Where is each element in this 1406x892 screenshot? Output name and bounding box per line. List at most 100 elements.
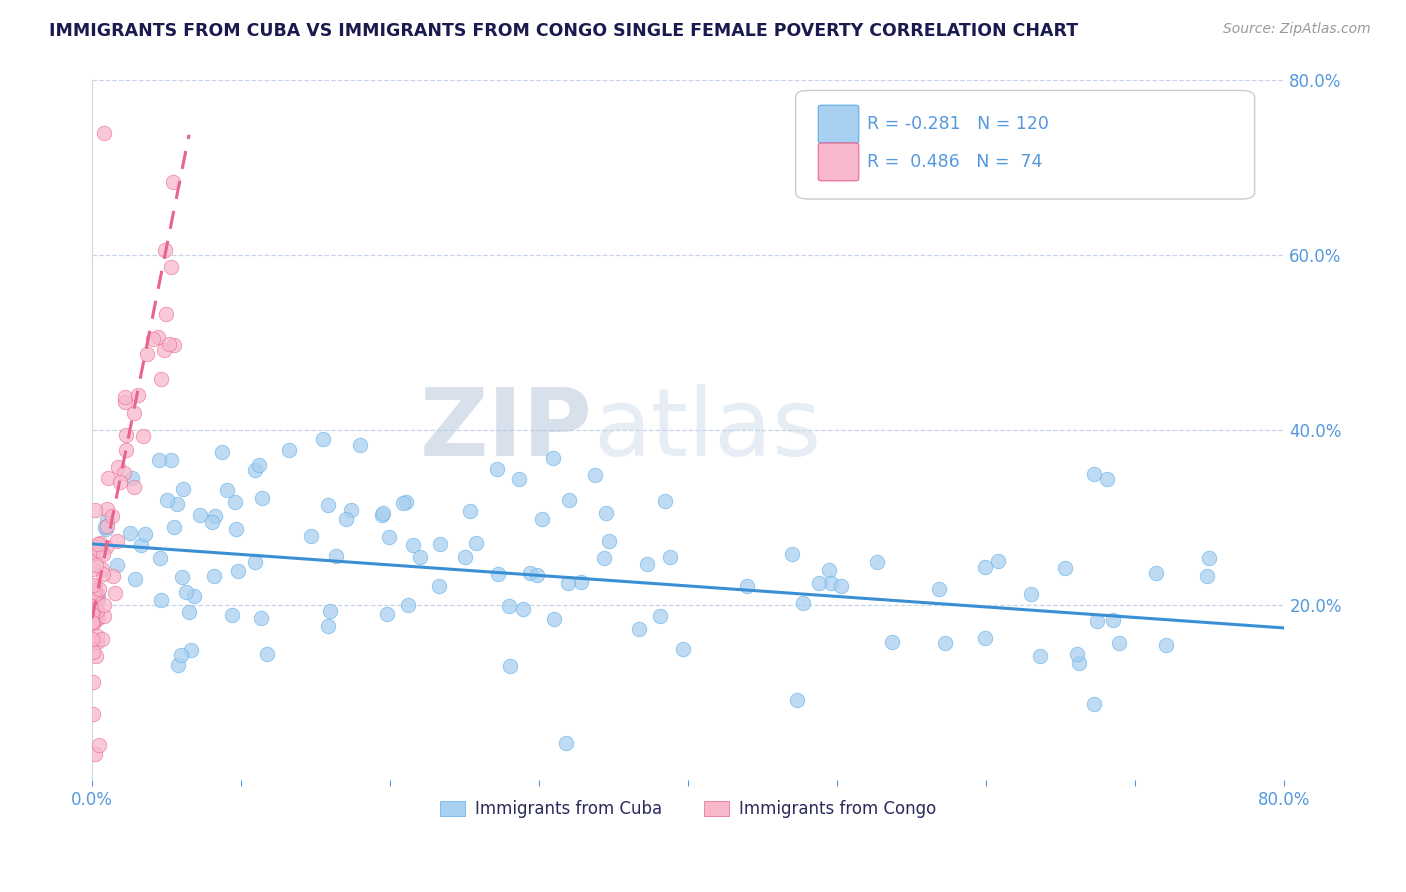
Text: Source: ZipAtlas.com: Source: ZipAtlas.com [1223, 22, 1371, 37]
Point [188, 508, 211, 523]
Point [129, 538, 152, 552]
Point [87, 537, 110, 551]
Point [121, 471, 143, 485]
Point [243, 555, 266, 569]
Point [460, 504, 482, 518]
Point [82, 615, 104, 630]
Point [172, 570, 194, 584]
Point [82, 632, 104, 647]
Point [598, 533, 620, 548]
Point [124, 572, 146, 586]
Text: R = -0.281   N = 120: R = -0.281 N = 120 [868, 115, 1049, 133]
Point [659, 550, 682, 565]
Point [558, 492, 581, 507]
Point [1095, 472, 1118, 486]
Point [183, 589, 205, 603]
Point [82, 674, 104, 689]
Point [87, 543, 110, 558]
Point [1083, 697, 1105, 711]
Point [498, 659, 520, 673]
Point [628, 622, 651, 636]
Point [128, 388, 150, 402]
Point [1154, 638, 1177, 652]
Point [155, 307, 177, 321]
Point [84, 582, 107, 597]
Point [409, 549, 432, 564]
Point [226, 564, 249, 578]
Point [96, 513, 118, 527]
Point [159, 260, 181, 274]
Point [224, 495, 246, 509]
Point [82, 562, 104, 576]
Point [595, 506, 617, 520]
Point [89, 536, 111, 550]
Point [247, 458, 270, 472]
Point [172, 482, 194, 496]
Point [87, 610, 110, 624]
Point [105, 558, 128, 572]
Point [82, 584, 104, 599]
Point [221, 608, 243, 623]
Point [882, 634, 904, 648]
Point [202, 569, 225, 583]
Point [512, 602, 534, 616]
Point [592, 550, 614, 565]
Point [87, 543, 110, 558]
Point [84, 547, 107, 561]
Point [429, 536, 451, 550]
Point [135, 346, 157, 360]
Point [179, 605, 201, 619]
Point [215, 483, 238, 498]
Point [118, 525, 141, 540]
Point [1085, 614, 1108, 628]
Point [101, 508, 124, 523]
Point [93, 126, 115, 140]
Point [204, 509, 226, 524]
Point [107, 459, 129, 474]
Point [94, 540, 117, 554]
Point [987, 554, 1010, 568]
Point [464, 536, 486, 550]
Point [1198, 551, 1220, 566]
Point [1029, 648, 1052, 663]
Point [654, 494, 676, 508]
Text: IMMIGRANTS FROM CUBA VS IMMIGRANTS FROM CONGO SINGLE FEMALE POVERTY CORRELATION : IMMIGRANTS FROM CUBA VS IMMIGRANTS FROM … [49, 22, 1078, 40]
Point [485, 461, 508, 475]
Point [569, 575, 592, 590]
Point [530, 511, 553, 525]
Point [131, 429, 153, 443]
Point [114, 394, 136, 409]
Point [316, 618, 339, 632]
Point [1054, 561, 1077, 575]
Point [84, 614, 107, 628]
Point [792, 596, 814, 610]
Point [225, 522, 247, 536]
Point [817, 563, 839, 577]
FancyBboxPatch shape [818, 143, 859, 181]
Point [115, 443, 138, 458]
Point [211, 445, 233, 459]
Point [378, 530, 401, 544]
Point [648, 608, 671, 623]
Point [375, 607, 398, 621]
Point [82, 578, 104, 592]
Point [122, 406, 145, 420]
Point [90, 562, 112, 576]
Point [155, 243, 177, 257]
Point [543, 451, 565, 466]
Point [114, 427, 136, 442]
Point [636, 557, 658, 571]
Point [335, 512, 357, 526]
Point [87, 590, 110, 604]
Point [395, 494, 418, 508]
Point [1108, 636, 1130, 650]
Point [429, 579, 451, 593]
Point [498, 599, 520, 613]
Point [312, 432, 335, 446]
Point [156, 493, 179, 508]
Point [83, 580, 105, 594]
Point [97, 471, 120, 485]
Point [103, 569, 125, 583]
Point [90, 632, 112, 646]
Text: ZIP: ZIP [420, 384, 593, 476]
